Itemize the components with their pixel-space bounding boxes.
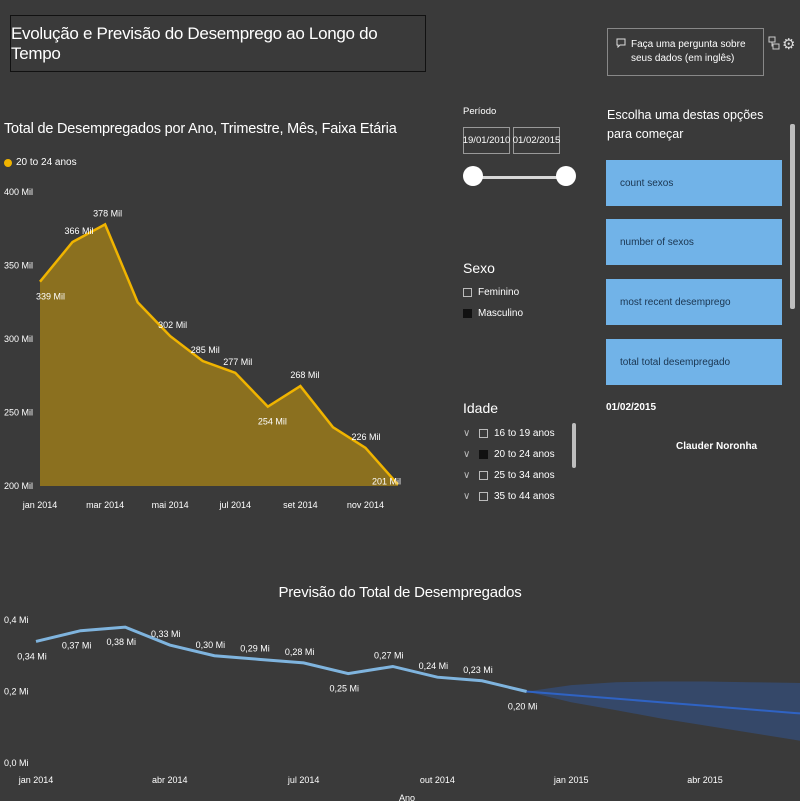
x-tick-label: set 2014 [283, 500, 318, 510]
x-tick-label: jan 2014 [22, 500, 58, 510]
period-slider-track[interactable] [471, 176, 565, 179]
data-label: 0,25 Mi [329, 684, 359, 694]
x-tick-label: jan 2014 [18, 775, 54, 785]
sex-slicer-list: Feminino Masculino [463, 282, 523, 324]
chat-icon [616, 38, 626, 75]
y-tick-label: 0,2 Mi [4, 687, 29, 697]
age-option-25-34[interactable]: ∨ 25 to 34 anos [463, 470, 555, 481]
y-tick-label: 400 Mil [4, 187, 33, 197]
area-chart[interactable]: 400 Mil 350 Mil 300 Mil 250 Mil 200 Mil jan 2… [0, 175, 440, 520]
qa-option-most-recent-desemprego[interactable]: most recent desemprego [606, 279, 782, 325]
chevron-down-icon[interactable]: ∨ [463, 428, 471, 439]
checkbox-checked-icon [479, 450, 488, 459]
report-title: Evolução e Previsão do Desemprego ao Lon… [10, 15, 426, 72]
report-title-text: Evolução e Previsão do Desemprego ao Lon… [11, 23, 378, 63]
forecast-chart[interactable]: 0,4 Mi 0,2 Mi 0,0 Mi jan 2014 abr 2014 jul 20… [0, 605, 800, 801]
series-line [35, 625, 527, 693]
x-tick-label: nov 2014 [347, 500, 384, 510]
data-label: 277 Mil [223, 357, 252, 367]
legend-label: 20 to 24 anos [16, 157, 77, 168]
series-line [39, 222, 399, 486]
data-label: 285 Mil [191, 345, 220, 355]
y-tick-label: 0,4 Mi [4, 615, 29, 625]
age-option-20-24[interactable]: ∨ 20 to 24 anos [463, 449, 555, 460]
x-tick-label: abr 2014 [152, 775, 188, 785]
data-label: 302 Mil [158, 320, 187, 330]
data-label: 201 Mil [372, 477, 401, 487]
sex-option-feminino[interactable]: Feminino [463, 282, 523, 303]
forecast-line [526, 690, 800, 715]
forecast-chart-title: Previsão do Total de Desempregados [278, 584, 522, 601]
period-slider-end-handle[interactable] [556, 166, 576, 186]
checkbox-icon [479, 471, 488, 480]
data-label: 0,33 Mi [151, 629, 181, 639]
x-tick-label: mai 2014 [152, 500, 189, 510]
data-label: 0,24 Mi [419, 661, 449, 671]
qa-panel-scrollbar[interactable] [790, 124, 795, 309]
data-label: 0,23 Mi [463, 665, 493, 675]
age-option-35-44[interactable]: ∨ 35 to 44 anos [463, 491, 555, 502]
sex-slicer-title: Sexo [463, 260, 495, 276]
x-tick-label: out 2014 [420, 775, 455, 785]
period-end-date[interactable]: 01/02/2015 [513, 127, 560, 154]
checkbox-checked-icon [463, 309, 472, 318]
data-label: 0,27 Mi [374, 650, 404, 660]
x-tick-label: jul 2014 [287, 775, 320, 785]
date-card: 01/02/2015 [606, 402, 657, 413]
share-icon[interactable] [768, 36, 780, 55]
area-fill [40, 224, 398, 486]
data-label: 254 Mil [258, 417, 287, 427]
chevron-down-icon[interactable]: ∨ [463, 491, 471, 502]
data-label: 226 Mil [351, 432, 380, 442]
data-label: 0,34 Mi [17, 651, 47, 661]
x-tick-label: jan 2015 [553, 775, 589, 785]
qa-option-number-of-sexos[interactable]: number of sexos [606, 219, 782, 265]
data-label: 366 Mil [65, 226, 94, 236]
checkbox-icon [479, 492, 488, 501]
data-label: 0,37 Mi [62, 641, 92, 651]
area-chart-title: Total de Desempregados por Ano, Trimestr… [4, 121, 397, 137]
qa-heading: Escolha uma destas opções para começar [607, 108, 764, 141]
checkbox-icon [479, 429, 488, 438]
data-label: 339 Mil [36, 292, 65, 302]
data-label: 0,20 Mi [508, 702, 538, 712]
data-label: 268 Mil [290, 370, 319, 380]
age-option-16-19[interactable]: ∨ 16 to 19 anos [463, 428, 555, 439]
period-label: Período [463, 106, 497, 117]
y-tick-label: 0,0 Mi [4, 758, 29, 768]
data-label: 378 Mil [93, 208, 122, 218]
y-tick-label: 350 Mil [4, 261, 33, 271]
age-slicer-list: ∨ 16 to 19 anos ∨ 20 to 24 anos ∨ 25 to … [463, 423, 555, 507]
qa-option-total-desempregado[interactable]: total total desempregado [606, 339, 782, 385]
data-label: 0,38 Mi [106, 637, 136, 647]
period-slider-start-handle[interactable] [463, 166, 483, 186]
period-start-date[interactable]: 19/01/2010 [463, 127, 510, 154]
checkbox-icon [463, 288, 472, 297]
data-label: 0,28 Mi [285, 647, 315, 657]
author-name: Clauder Noronha [676, 441, 758, 452]
age-slicer-title: Idade [463, 400, 499, 416]
age-slicer-scrollbar[interactable] [572, 423, 576, 468]
forecast-confidence-band [526, 681, 800, 741]
area-chart-legend[interactable]: 20 to 24 anos [4, 157, 77, 168]
legend-dot-icon [4, 158, 12, 167]
sex-option-masculino[interactable]: Masculino [463, 303, 523, 324]
chevron-down-icon[interactable]: ∨ [463, 470, 471, 481]
y-tick-label: 250 Mil [4, 408, 33, 418]
x-axis-title: Ano [399, 793, 415, 801]
x-tick-label: jul 2014 [219, 500, 252, 510]
qa-option-count-sexos[interactable]: count sexos [606, 160, 782, 206]
y-tick-label: 300 Mil [4, 334, 33, 344]
x-tick-label: mar 2014 [86, 500, 124, 510]
gear-icon[interactable]: ⚙ [782, 36, 796, 53]
chevron-down-icon[interactable]: ∨ [463, 449, 471, 460]
qa-question-input[interactable]: Faça uma pergunta sobre seus dados (em i… [607, 28, 764, 76]
data-label: 0,30 Mi [196, 640, 226, 650]
qa-prompt-text: Faça uma pergunta sobre seus dados (em i… [631, 39, 746, 64]
y-tick-label: 200 Mil [4, 481, 33, 491]
x-tick-label: abr 2015 [687, 775, 723, 785]
data-label: 0,29 Mi [240, 643, 270, 653]
